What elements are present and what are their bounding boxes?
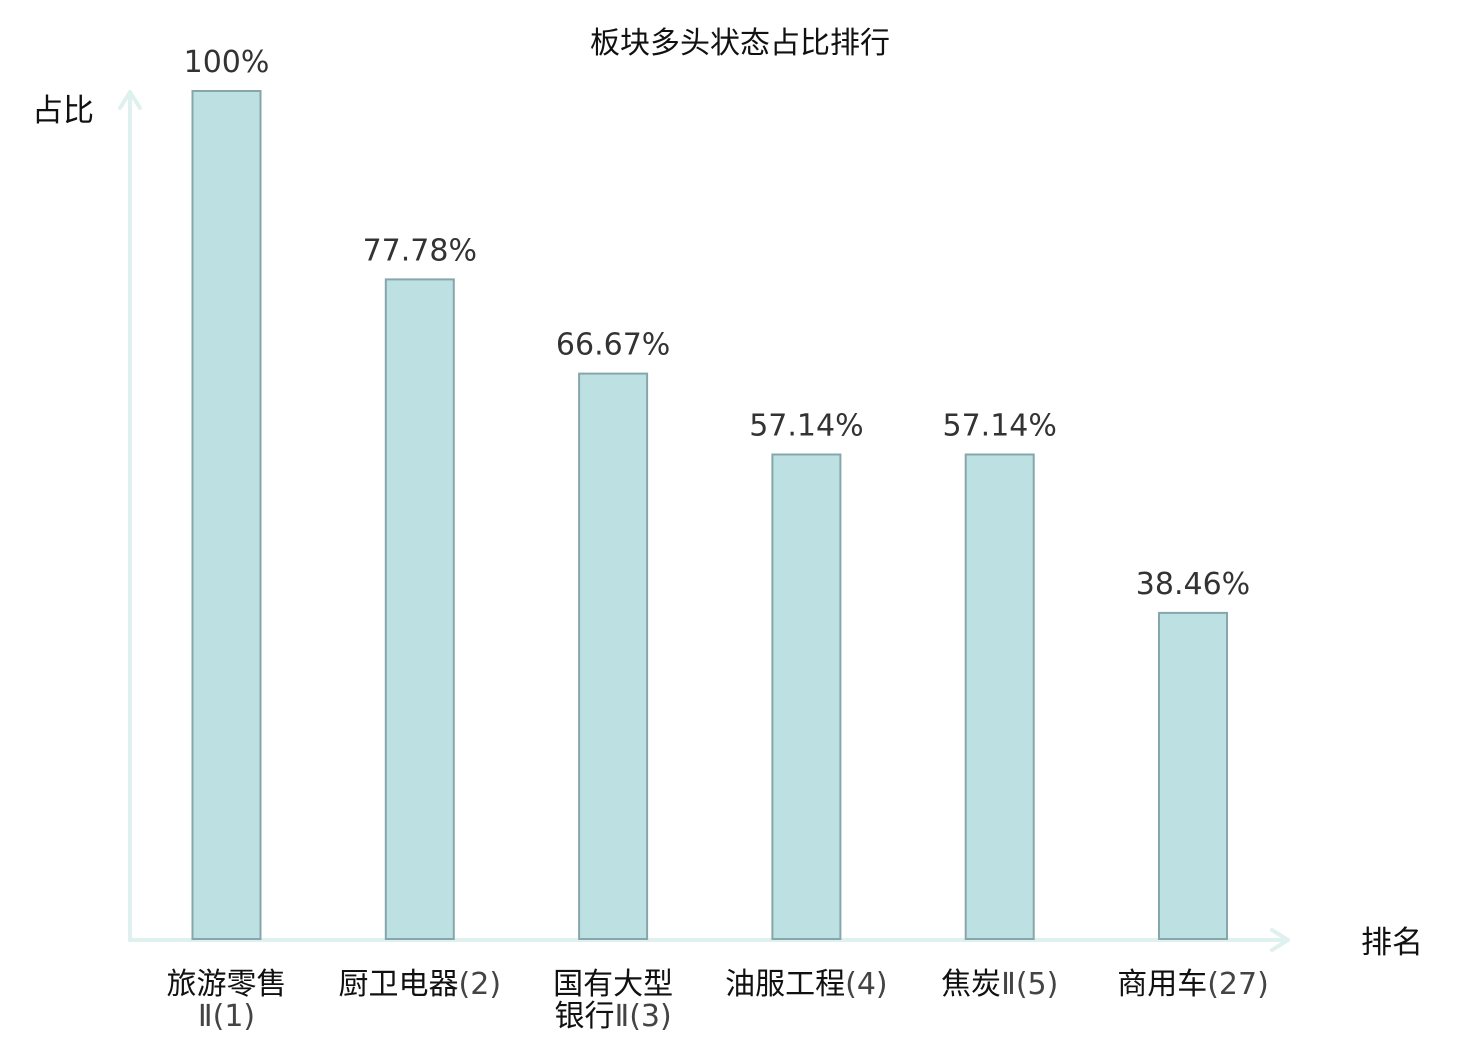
bar-4	[771, 453, 842, 940]
chart-title: 板块多头状态占比排行	[590, 26, 890, 61]
category-name: 商用车	[1117, 967, 1207, 1002]
y-axis-title: 占比	[32, 93, 94, 129]
bar-series	[191, 90, 1228, 941]
x-axis-title: 排名	[1361, 925, 1423, 961]
value-labels: 100% 77.78% 66.67% 57.14% 57.14% 38.46%	[184, 45, 1251, 602]
bar-2	[384, 278, 455, 940]
x-axis-arrow	[1270, 928, 1290, 952]
category-label-3-line-1: 国有大型	[553, 967, 673, 1002]
category-rank: (2)	[459, 967, 502, 1002]
category-name: 旅游零售	[167, 967, 287, 1002]
bar-1	[191, 90, 262, 940]
category-rank: (27)	[1207, 967, 1269, 1002]
category-rank: Ⅱ(3)	[614, 999, 671, 1034]
bar-3	[578, 372, 649, 941]
category-label-1-line-2: Ⅱ(1)	[198, 999, 255, 1034]
value-label-4: 57.14%	[749, 409, 863, 444]
category-label-2-line-1: 厨卫电器(2)	[339, 967, 502, 1002]
y-axis-arrow	[118, 90, 142, 110]
category-label-1-line-1: 旅游零售	[167, 967, 287, 1002]
value-label-1: 100%	[184, 45, 270, 80]
category-rank: Ⅱ(5)	[1001, 967, 1058, 1002]
category-rank: (4)	[845, 967, 888, 1002]
bar-5	[964, 453, 1035, 940]
category-rank: Ⅱ(1)	[198, 999, 255, 1034]
category-label-5-line-1: 焦炭Ⅱ(5)	[941, 967, 1058, 1002]
category-name: 国有大型	[553, 967, 673, 1002]
category-label-4-line-1: 油服工程(4)	[725, 967, 888, 1002]
category-name: 银行	[554, 999, 614, 1034]
value-label-3: 66.67%	[556, 328, 670, 363]
value-label-2: 77.78%	[363, 233, 477, 268]
value-label-6: 38.46%	[1136, 567, 1250, 602]
category-name: 焦炭	[941, 967, 1001, 1002]
bar-6	[1158, 611, 1228, 941]
category-name: 厨卫电器	[339, 967, 459, 1002]
category-label-6-line-1: 商用车(27)	[1117, 967, 1269, 1002]
category-label-3-line-2: 银行Ⅱ(3)	[554, 999, 671, 1034]
category-name: 油服工程	[725, 967, 845, 1002]
value-label-5: 57.14%	[943, 409, 1057, 444]
